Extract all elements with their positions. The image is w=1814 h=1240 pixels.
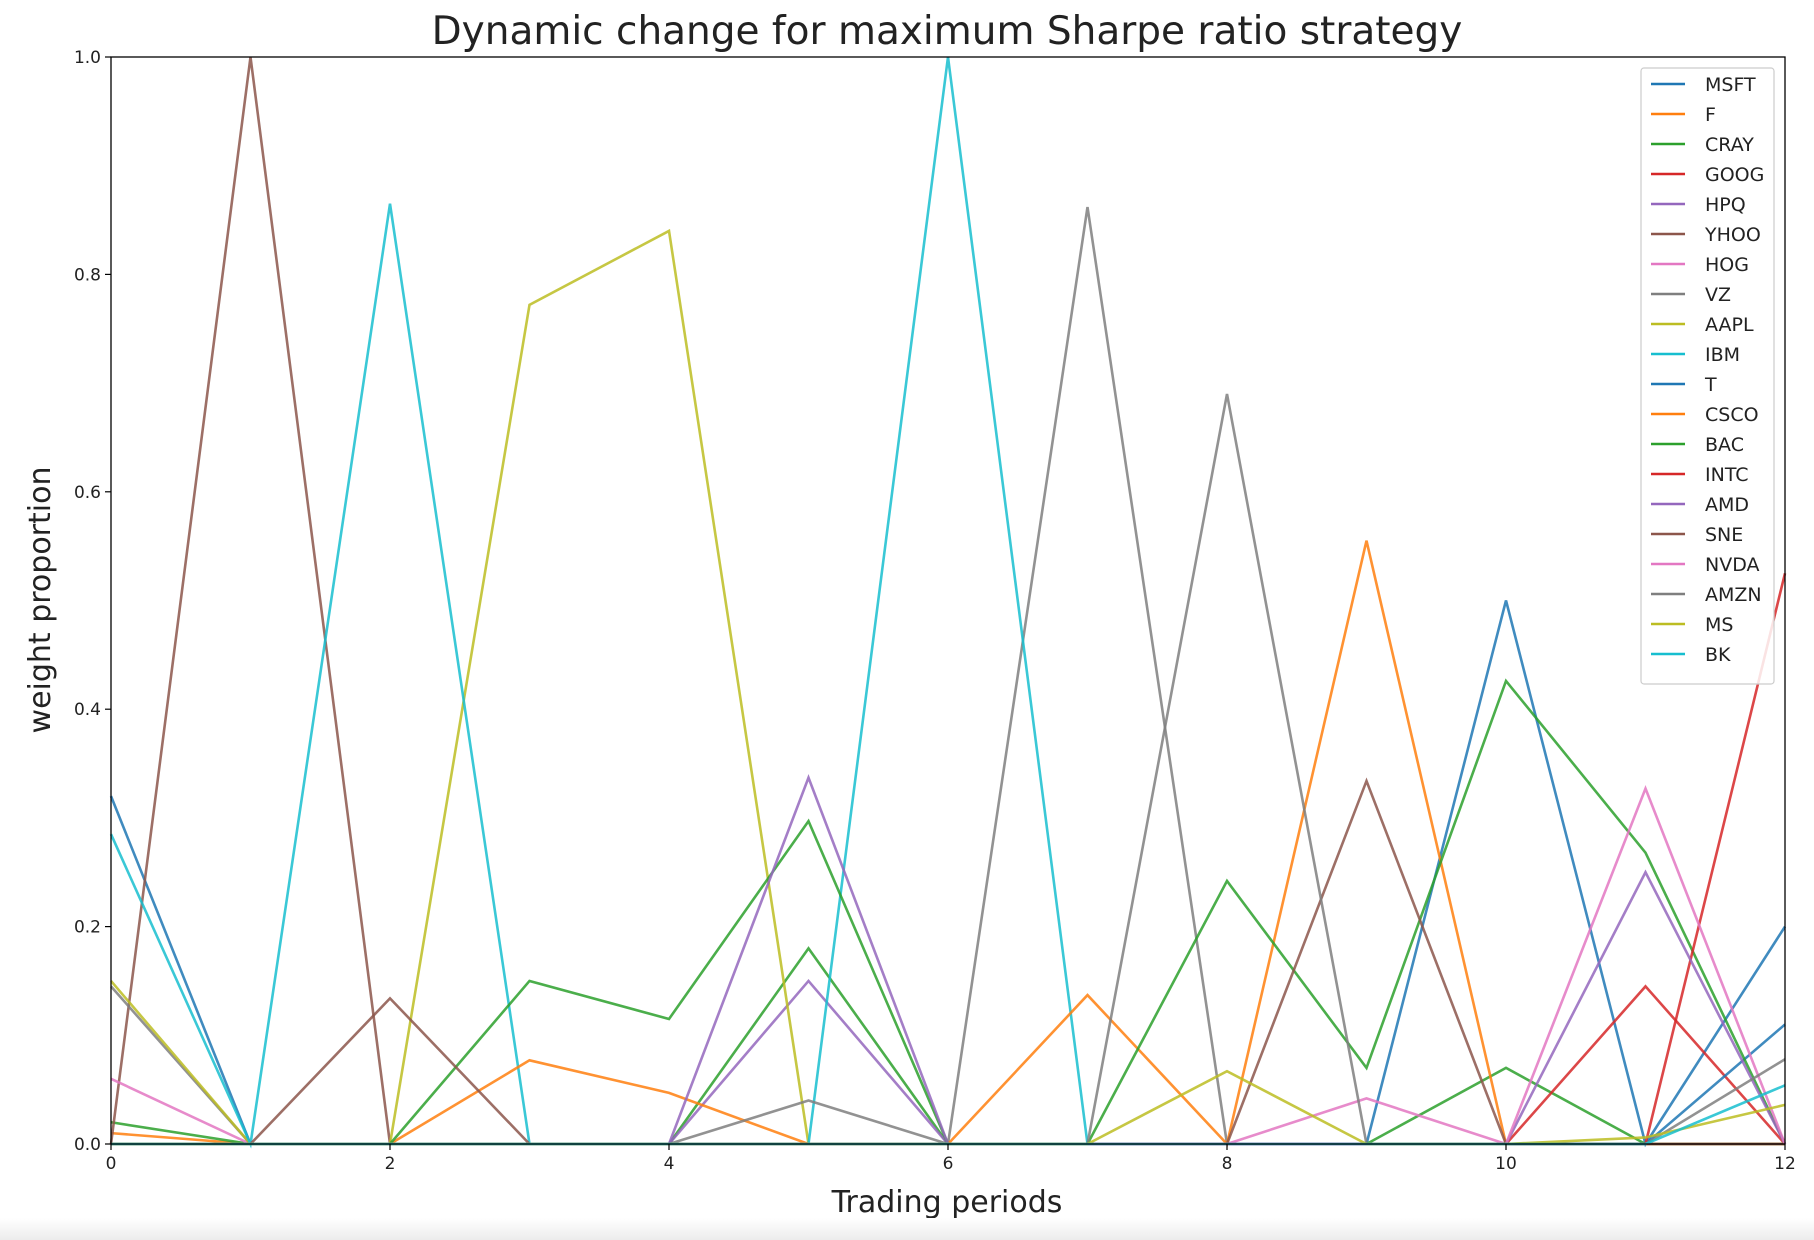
x-tick-label: 4: [664, 1154, 675, 1174]
legend-label: T: [1704, 374, 1717, 396]
legend-label: NVDA: [1705, 554, 1760, 576]
legend-label: F: [1705, 104, 1716, 126]
series-line-vz: [110, 206, 1785, 1146]
y-axis-title: weight proportion: [23, 467, 58, 734]
legend-label: GOOG: [1705, 164, 1764, 186]
legend-label: INTC: [1705, 464, 1749, 486]
x-axis: 0 2 4 6 8 10 12: [106, 1144, 1796, 1174]
series-line-cray: [110, 946, 1785, 1146]
legend-label: CRAY: [1705, 134, 1754, 156]
legend-label: AMZN: [1705, 584, 1762, 606]
series-line-amzn: [111, 393, 1786, 1146]
series-line-aapl: [110, 228, 1785, 1146]
series-line-yhoo: [109, 56, 1785, 1146]
y-tick-label: 0.4: [74, 700, 101, 720]
y-tick-label: 0.8: [74, 265, 101, 285]
series-line-goog: [111, 984, 1786, 1146]
x-axis-title: Trading periods: [831, 1185, 1063, 1220]
x-tick-label: 8: [1222, 1154, 1233, 1174]
x-tick-label: 2: [385, 1154, 396, 1174]
legend-label: YHOO: [1704, 224, 1761, 246]
legend: MSFT F CRAY GOOG HPQ YHOO HOG VZ AAPL IBM T CSCO BAC…: [1640, 67, 1775, 685]
series-line-ibm: [109, 56, 1785, 1149]
legend-label: VZ: [1705, 284, 1731, 306]
legend-label: HPQ: [1705, 194, 1746, 216]
legend-label: CSCO: [1705, 404, 1759, 426]
y-axis: 0.0 0.2 0.4 0.6 0.8 1.0: [74, 48, 111, 1155]
legend-label: AAPL: [1705, 314, 1754, 336]
x-tick-label: 6: [943, 1154, 954, 1174]
chart-title: Dynamic change for maximum Sharpe ratio …: [432, 9, 1463, 54]
legend-label: AMD: [1705, 494, 1749, 516]
legend-label: MSFT: [1705, 74, 1756, 96]
plot-frame: [110, 56, 1786, 1145]
legend-label: BK: [1705, 644, 1731, 666]
legend-label: MS: [1705, 614, 1733, 636]
x-tick-label: 12: [1774, 1154, 1796, 1174]
legend-label: IBM: [1705, 344, 1740, 366]
y-tick-label: 0.2: [74, 918, 101, 938]
series-line-amd: [111, 774, 1787, 1146]
x-tick-label: 10: [1495, 1154, 1517, 1174]
legend-box: [1640, 67, 1775, 685]
legend-label: HOG: [1705, 254, 1749, 276]
series-line-intc: [111, 573, 1787, 1146]
series-line-csco: [111, 540, 1785, 1147]
legend-label: BAC: [1705, 434, 1744, 456]
legend-label: SNE: [1705, 524, 1743, 546]
series-line-msft: [109, 600, 1787, 1148]
y-tick-label: 0.0: [74, 1135, 101, 1155]
plot-lines: [109, 56, 1787, 1149]
y-tick-label: 1.0: [74, 48, 101, 68]
series-line-hpq: [111, 978, 1785, 1146]
y-tick-label: 0.6: [74, 483, 101, 503]
window-bottom-edge: [0, 1218, 1814, 1240]
x-tick-label: 0: [106, 1154, 117, 1174]
